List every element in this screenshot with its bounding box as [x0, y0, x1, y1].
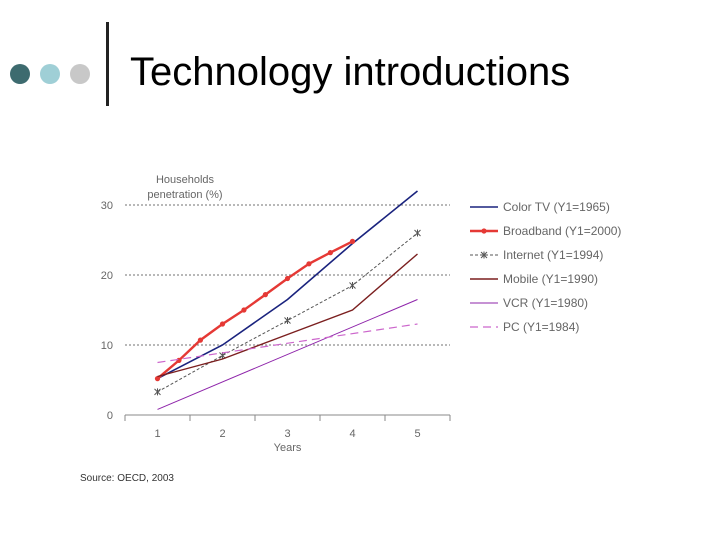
legend-label-color-tv-y1-1965: Color TV (Y1=1965) [503, 200, 610, 214]
series-point-internet-y1-1994-5 [414, 229, 421, 237]
legend-label-mobile-y1-1990: Mobile (Y1=1990) [503, 272, 598, 286]
series-point-broadband-y1-2000-2 [176, 357, 182, 363]
legend: Color TV (Y1=1965) Broadband (Y1=2000) Int… [470, 200, 621, 334]
series-point-broadband-y1-2000-9 [327, 250, 333, 256]
series-point-broadband-y1-2000-8 [306, 261, 312, 267]
legend-label-internet-y1-1994: Internet (Y1=1994) [503, 248, 603, 262]
series-point-broadband-y1-2000-5 [241, 307, 247, 313]
series-group [154, 190, 421, 410]
title-divider [106, 22, 109, 106]
series-point-internet-y1-1994-4 [349, 282, 356, 289]
legend-label-broadband-y1-2000: Broadband (Y1=2000) [503, 224, 621, 238]
series-line-color-tv-y1-1965 [157, 190, 419, 380]
series-line-internet-y1-1994 [157, 232, 418, 393]
series-point-broadband-y1-2000-6 [262, 292, 268, 298]
y-tick-label-0: 0 [107, 410, 113, 422]
series-point-internet-y1-1994-1 [154, 388, 161, 396]
x-tick-label-5: 5 [414, 428, 420, 440]
x-tick-label-4: 4 [349, 428, 355, 440]
legend-marker-broadband-y1-2000 [481, 228, 487, 234]
x-axis-label: Years [274, 442, 302, 454]
y-tick-label-20: 20 [101, 270, 113, 282]
series-point-broadband-y1-2000-10 [349, 238, 356, 244]
x-tick-label-1: 1 [154, 428, 160, 440]
slide-title: Technology introductions [130, 50, 571, 94]
bullet-dot-2 [40, 64, 60, 84]
series-point-broadband-y1-2000-3 [197, 337, 203, 343]
series-point-internet-y1-1994-3 [284, 317, 291, 324]
bullet-dot-3 [70, 64, 90, 84]
axes: 1 2 3 4 5 Years 0 10 20 30 Households penetration (… [101, 174, 451, 454]
y-tick-label-10: 10 [101, 340, 113, 352]
legend-marker-internet-y1-1994 [480, 251, 488, 259]
source-note: Source: OECD, 2003 [80, 473, 174, 484]
legend-label-vcr-y1-1980: VCR (Y1=1980) [503, 296, 588, 310]
series-line-pc-y1-1984 [157, 323, 418, 364]
series-point-broadband-y1-2000-1 [154, 376, 161, 382]
bullet-dot-1 [10, 64, 30, 84]
series-point-broadband-y1-2000-4 [219, 321, 226, 327]
y-axis-label-line-1: Households [156, 174, 215, 186]
line-chart: 1 2 3 4 5 Years 0 10 20 30 Households penetration (… [101, 174, 622, 454]
series-line-vcr-y1-1980 [157, 299, 418, 410]
series-point-broadband-y1-2000-7 [284, 275, 291, 282]
x-tick-label-2: 2 [219, 428, 225, 440]
y-axis-label-line-2: penetration (%) [147, 189, 222, 201]
series-line-mobile-y1-1990 [157, 253, 418, 378]
x-tick-label-3: 3 [284, 428, 290, 440]
y-tick-label-30: 30 [101, 200, 113, 212]
series-line-broadband-y1-2000 [156, 240, 354, 380]
legend-label-pc-y1-1984: PC (Y1=1984) [503, 320, 579, 334]
slide-bullet-decoration [10, 64, 100, 86]
